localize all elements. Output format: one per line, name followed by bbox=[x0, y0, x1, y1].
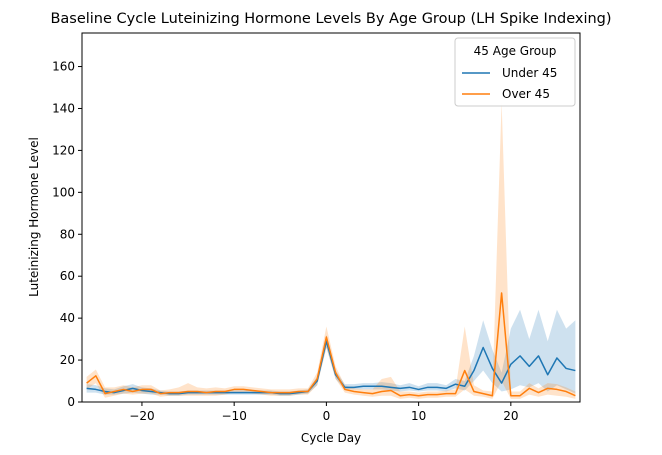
y-tick-label: 80 bbox=[60, 227, 75, 241]
series-line-over-45 bbox=[86, 292, 576, 397]
y-axis: 0 20 40 60 80 100 120 140 160 bbox=[52, 60, 82, 409]
legend-box bbox=[454, 37, 576, 107]
x-tick-label: −10 bbox=[222, 409, 247, 423]
plot-area bbox=[86, 102, 576, 399]
x-tick-label: −20 bbox=[129, 409, 154, 423]
y-tick-label: 40 bbox=[60, 311, 75, 325]
y-tick-label: 140 bbox=[52, 101, 75, 115]
y-tick-label: 100 bbox=[52, 185, 75, 199]
legend-label: Under 45 bbox=[502, 66, 557, 80]
y-tick-label: 160 bbox=[52, 60, 75, 74]
legend-label: Over 45 bbox=[502, 87, 550, 101]
y-tick-label: 60 bbox=[60, 269, 75, 283]
x-tick-label: 10 bbox=[411, 409, 426, 423]
y-tick-label: 20 bbox=[60, 353, 75, 367]
legend: 45 Age Group Under 45 Over 45 bbox=[454, 37, 576, 107]
x-axis-label: Cycle Day bbox=[301, 431, 361, 445]
plot-frame bbox=[81, 32, 581, 403]
y-tick-label: 0 bbox=[67, 395, 75, 409]
y-axis-label: Luteinizing Hormone Level bbox=[27, 137, 41, 297]
x-axis: −20 −10 0 10 20 bbox=[129, 402, 518, 423]
legend-title: 45 Age Group bbox=[474, 44, 557, 58]
ci-band-under-45 bbox=[86, 309, 576, 396]
x-tick-label: 0 bbox=[323, 409, 331, 423]
chart-title: Baseline Cycle Luteinizing Hormone Level… bbox=[50, 11, 611, 27]
y-tick-label: 120 bbox=[52, 143, 75, 157]
x-tick-label: 20 bbox=[503, 409, 518, 423]
